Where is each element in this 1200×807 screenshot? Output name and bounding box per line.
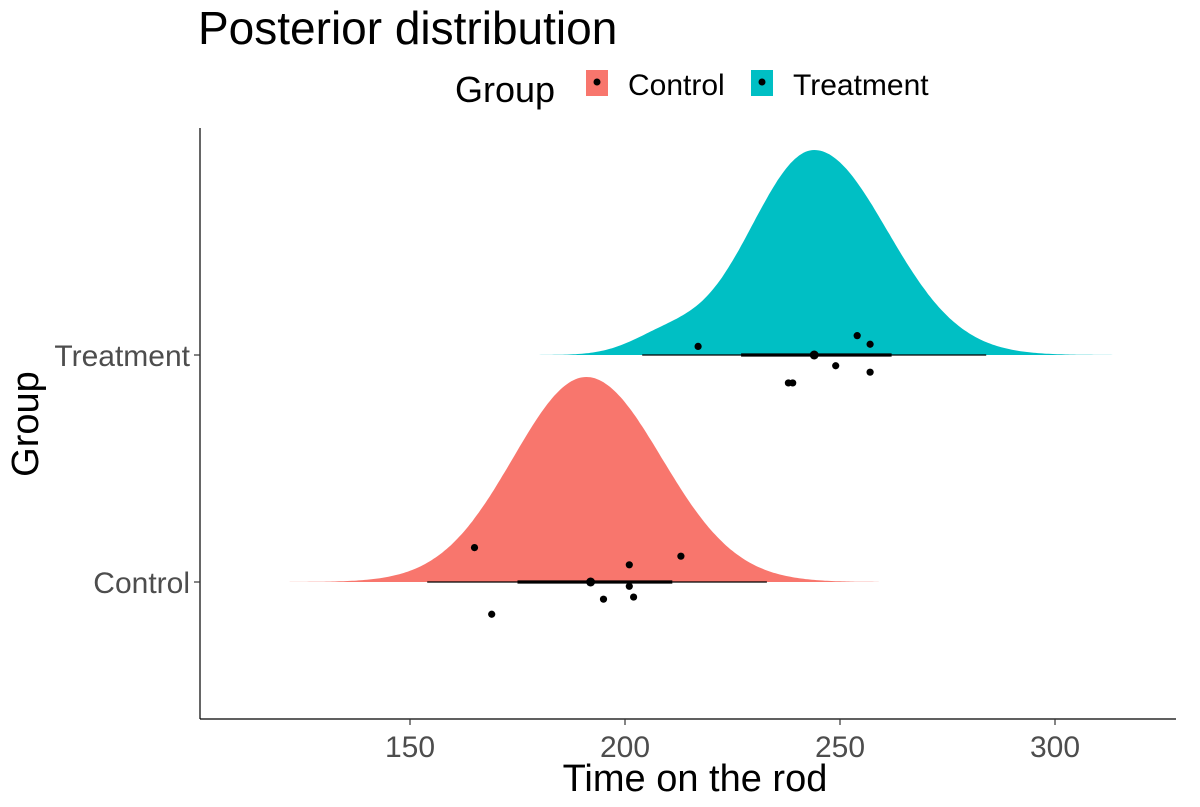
legend: Group Control Treatment [455,69,929,110]
data-point-control [470,544,479,552]
data-point-treatment [866,340,874,348]
data-point-treatment [866,368,874,376]
x-tick-label: 200 [600,731,650,764]
legend-item-control: Control [586,69,725,102]
data-point-treatment [789,379,797,387]
data-point-control [630,593,638,601]
x-axis-ticks: 150 200 250 300 [385,719,1080,764]
x-axis-title: Time on the rod [563,758,828,800]
y-axis-title: Group [5,371,47,477]
x-tick-label: 250 [815,731,865,764]
legend-title: Group [455,69,555,110]
data-point-treatment [832,362,840,370]
legend-key-point [758,78,766,86]
legend-item-treatment: Treatment [751,69,929,102]
data-point-treatment [694,342,702,350]
data-point-control [625,561,633,569]
data-point-control [599,595,608,603]
point-estimate-control [586,577,596,587]
y-tick-label-treatment: Treatment [54,340,190,373]
x-tick-label: 300 [1030,731,1080,764]
data-point-control [488,610,496,618]
point-estimate-treatment [809,350,819,360]
data-point-control [625,582,633,590]
y-axis-ticks: Control Treatment [54,340,200,600]
x-tick-label: 150 [385,731,435,764]
density-control [289,377,879,582]
data-point-treatment [853,332,861,340]
y-tick-label-control: Control [93,567,190,600]
plot-area [289,150,1146,618]
chart-title: Posterior distribution [198,2,617,54]
density-treatment [474,150,1146,355]
legend-label-treatment: Treatment [793,69,929,102]
data-point-control [677,552,685,560]
legend-label-control: Control [628,69,725,102]
legend-key-point [593,78,601,86]
